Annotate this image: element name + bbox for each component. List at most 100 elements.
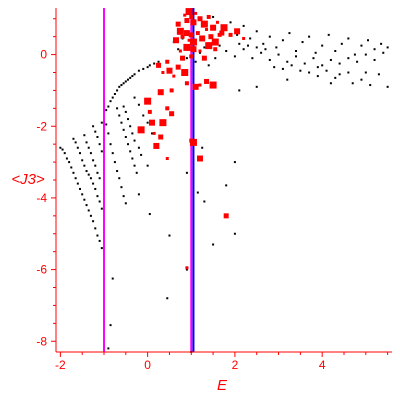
red-data-point — [178, 49, 182, 53]
black-data-point — [92, 220, 95, 223]
black-data-point — [122, 128, 125, 131]
black-data-point — [360, 78, 363, 81]
black-data-point — [96, 136, 99, 138]
black-data-point — [120, 121, 123, 124]
black-data-point — [85, 141, 88, 144]
black-data-point — [377, 73, 380, 76]
black-data-point — [255, 46, 258, 49]
red-data-point — [198, 49, 202, 53]
black-data-point — [373, 58, 376, 61]
black-data-point — [207, 64, 210, 67]
black-data-point — [79, 187, 81, 190]
black-data-point — [124, 136, 127, 138]
red-data-point — [189, 38, 197, 46]
black-data-point — [133, 73, 136, 76]
black-data-point — [98, 177, 101, 180]
black-data-point — [133, 139, 136, 142]
red-data-point — [183, 13, 187, 17]
black-data-point — [275, 46, 278, 49]
black-data-point — [100, 247, 103, 250]
black-data-point — [89, 177, 92, 180]
black-data-point — [87, 209, 90, 212]
black-data-point — [316, 75, 319, 78]
black-data-point — [236, 33, 239, 36]
red-data-point — [189, 54, 194, 59]
black-data-point — [107, 105, 110, 108]
red-data-point — [152, 131, 156, 135]
black-data-point — [142, 67, 145, 70]
black-data-point — [76, 182, 79, 185]
red-data-point — [213, 47, 218, 52]
black-data-point — [260, 51, 263, 54]
black-data-point — [214, 57, 217, 60]
black-data-point — [177, 48, 180, 51]
black-data-point — [382, 51, 385, 54]
black-data-point — [113, 161, 116, 164]
black-data-point — [373, 48, 376, 51]
black-data-point — [100, 121, 103, 124]
black-data-point — [229, 21, 232, 24]
red-data-point — [234, 28, 241, 35]
black-data-point — [98, 239, 101, 242]
y-tick-label: 0 — [40, 48, 47, 62]
black-data-point — [268, 35, 271, 38]
axes: -2 0 2 4 0 -2 -4 -6 -8 — [36, 8, 392, 372]
black-data-point — [89, 152, 92, 155]
black-data-point — [295, 50, 297, 52]
y-tick-label: -2 — [36, 119, 47, 133]
red-data-point — [228, 32, 233, 37]
red-data-point — [180, 34, 185, 39]
y-tick-label: -8 — [36, 334, 47, 348]
red-data-point — [166, 67, 173, 74]
black-data-point — [281, 67, 284, 70]
black-data-point — [59, 146, 62, 149]
black-data-point — [329, 82, 332, 85]
black-data-point — [100, 207, 103, 210]
black-data-point — [347, 57, 350, 60]
black-data-point — [148, 64, 151, 67]
black-data-point — [131, 75, 134, 78]
scatter-series — [59, 8, 389, 353]
black-data-point — [268, 58, 271, 61]
red-data-point — [189, 138, 197, 146]
black-data-point — [129, 76, 132, 79]
black-data-point — [367, 39, 369, 42]
red-data-point — [175, 21, 181, 27]
black-data-point — [87, 173, 90, 176]
red-data-point — [210, 24, 217, 31]
x-tick-label: 2 — [232, 358, 239, 372]
black-data-point — [116, 89, 119, 92]
black-data-point — [124, 110, 127, 113]
black-data-point — [286, 60, 289, 63]
black-data-point — [225, 184, 228, 187]
x-axis-ticks: -2 0 2 4 — [55, 352, 389, 372]
black-data-point — [327, 33, 330, 36]
black-data-point — [238, 42, 241, 45]
black-data-point — [347, 71, 350, 74]
black-data-point — [168, 234, 171, 237]
black-data-point — [386, 85, 389, 88]
black-data-point — [131, 157, 134, 160]
red-data-point — [161, 71, 165, 74]
red-data-point — [211, 38, 219, 46]
black-data-point — [201, 146, 204, 149]
red-data-point — [197, 155, 203, 162]
black-data-point — [281, 39, 284, 42]
black-data-point — [74, 141, 77, 144]
x-axis-title: E — [217, 377, 228, 394]
black-data-point — [111, 277, 114, 280]
red-data-point — [169, 88, 174, 93]
black-data-point — [277, 53, 280, 56]
red-data-point — [149, 119, 155, 126]
black-data-point — [295, 55, 297, 58]
red-data-point — [188, 32, 194, 38]
black-data-point — [96, 234, 99, 237]
black-data-point — [334, 50, 337, 52]
black-data-point — [316, 66, 319, 69]
black-data-point — [85, 170, 88, 173]
red-data-point — [223, 213, 229, 219]
black-data-point — [196, 191, 199, 194]
black-data-point — [351, 82, 354, 85]
black-data-point — [111, 96, 114, 99]
black-data-point — [146, 121, 149, 124]
